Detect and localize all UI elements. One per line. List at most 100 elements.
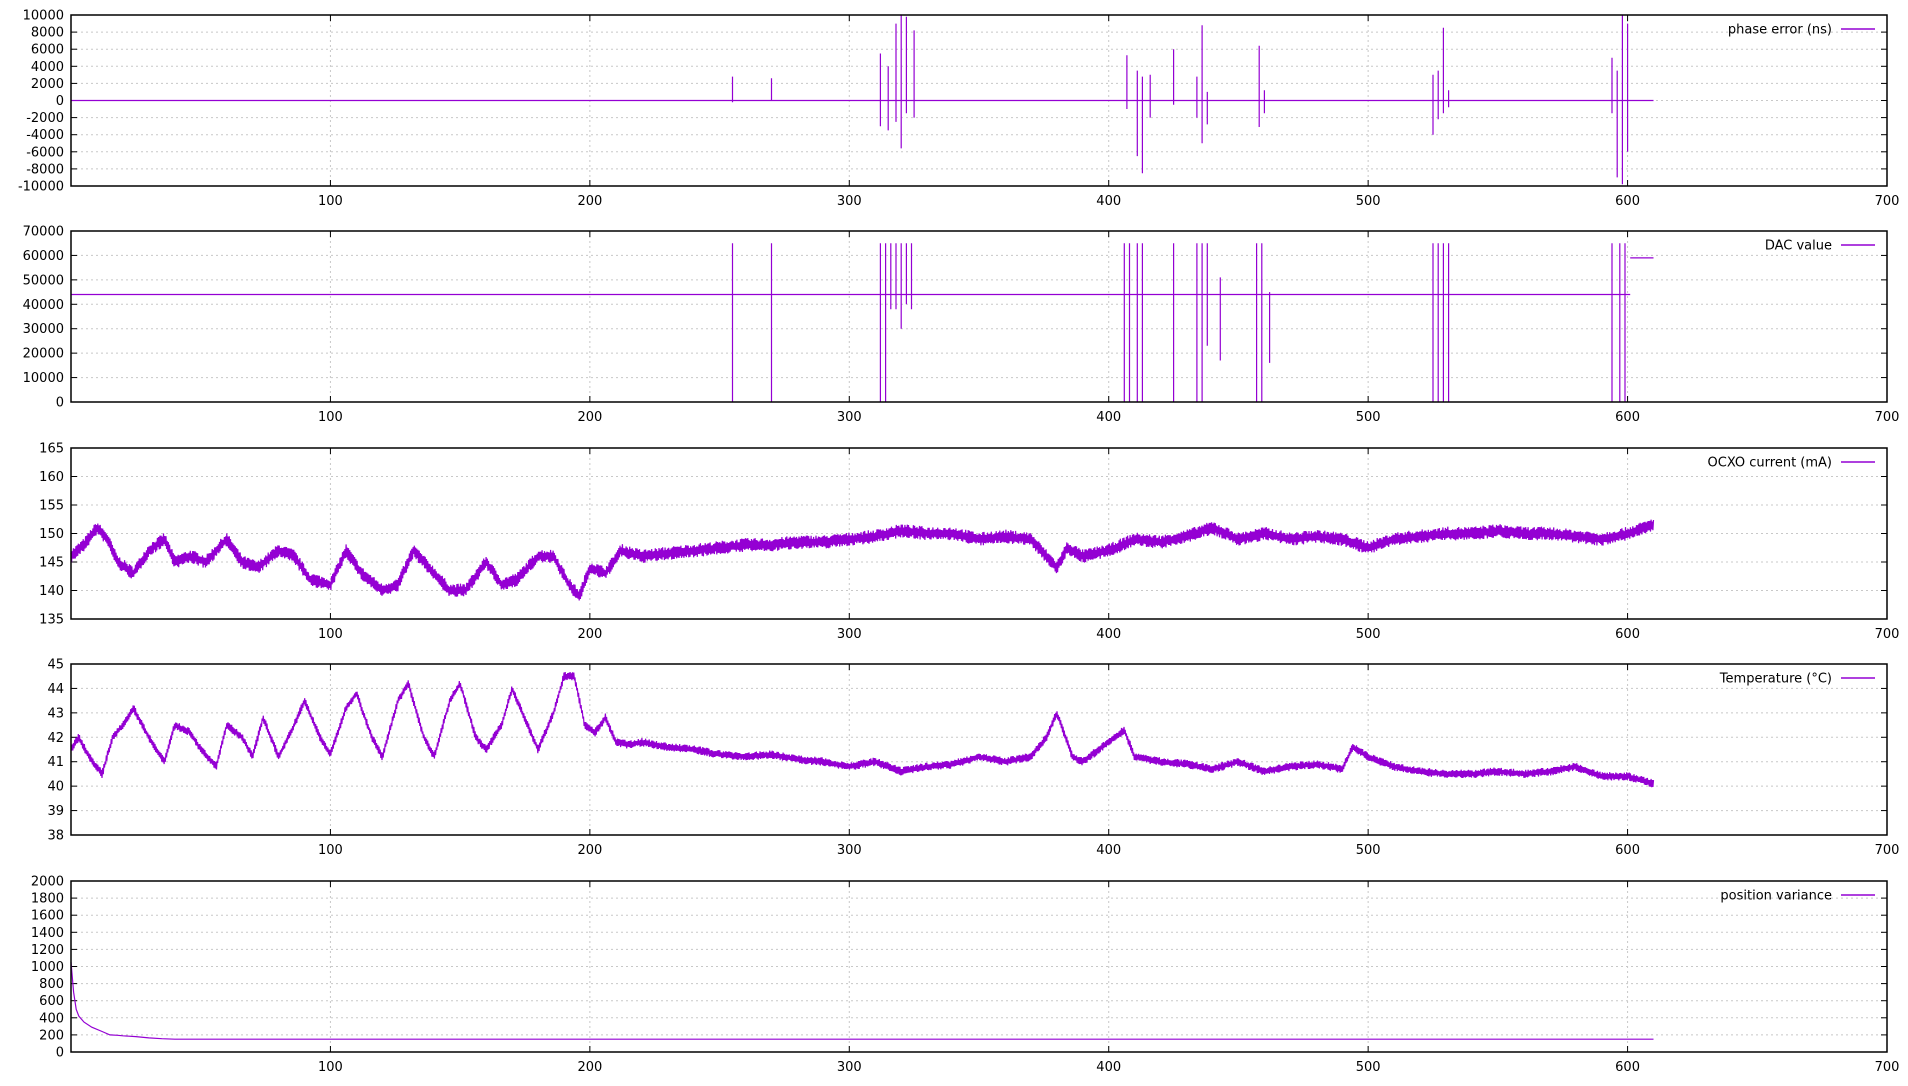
y-tick-label: 30000 [23,322,64,337]
y-tick-label: 150 [39,527,64,542]
y-tick-label: 40000 [23,298,64,313]
y-tick-label: 0 [56,94,64,109]
y-tick-label: 800 [39,977,64,992]
legend-label: OCXO current (mA) [1708,456,1832,471]
y-tick-label: 60000 [23,249,64,264]
x-tick-label: 700 [1875,843,1900,858]
plot-frame [70,447,1888,620]
y-tick-label: -6000 [26,145,64,160]
series-line [70,671,1655,788]
y-tick-label: 1200 [31,943,64,958]
y-tick-label: -10000 [18,180,64,195]
legend-label: DAC value [1765,239,1832,254]
chart-panel-3: 100 200 300 400 500 600 700 165 160 155 150 145 140 1… [39,442,1899,643]
y-tick-label: 140 [39,584,64,599]
y-tick-label: 10000 [23,9,64,24]
x-tick-label: 200 [577,1060,602,1075]
y-tick-label: 0 [56,1046,64,1061]
y-tick-label: 200 [39,1028,64,1043]
y-tick-label: -8000 [26,162,64,177]
y-tick-label: 70000 [23,225,64,240]
y-tick-label: 45 [47,658,64,673]
y-tick-label: 42 [47,731,64,746]
x-tick-label: 200 [577,410,602,425]
x-tick-label: 600 [1615,194,1640,209]
y-tick-label: 6000 [31,43,64,58]
x-tick-label: 300 [837,194,862,209]
x-tick-label: 100 [318,843,343,858]
chart-panel-5: 100 200 300 400 500 600 7002000180016001400120… [31,875,1900,1076]
x-tick-label: 600 [1615,843,1640,858]
y-tick-label: -4000 [26,128,64,143]
x-tick-label: 700 [1875,1060,1900,1075]
x-tick-label: 700 [1875,194,1900,209]
x-tick-label: 400 [1096,194,1121,209]
y-tick-label: 165 [39,442,64,457]
plot-frame [70,230,1888,403]
x-tick-label: 100 [318,1060,343,1075]
chart-panel-2: 100 200 300 400 500 600 700 70000 60000 50000 4000… [23,225,1900,426]
series-line [70,519,1655,601]
x-tick-label: 400 [1096,410,1121,425]
x-tick-label: 500 [1356,843,1381,858]
x-tick-label: 200 [577,627,602,642]
plot-frame [70,880,1888,1053]
x-tick-label: 600 [1615,627,1640,642]
y-tick-label: -2000 [26,111,64,126]
y-tick-label: 43 [47,706,64,721]
y-tick-label: 40 [47,780,64,795]
chart-panel-4: 100 200 300 400 500 600 700 45 44 43 42 41 40 39 38 Tem… [47,658,1899,859]
y-tick-label: 1400 [31,926,64,941]
plot-frame [70,14,1888,187]
x-tick-label: 700 [1875,410,1900,425]
plot-frame [70,663,1888,836]
x-tick-label: 200 [577,843,602,858]
chart-panel-1: 100 200 300 400 500 600 700 10000 8000 6000 4000 20… [18,9,1899,210]
x-tick-label: 600 [1615,410,1640,425]
y-tick-label: 160 [39,470,64,485]
y-tick-label: 44 [47,682,64,697]
x-tick-label: 300 [837,410,862,425]
y-tick-label: 2000 [31,77,64,92]
y-tick-label: 1600 [31,909,64,924]
x-tick-label: 100 [318,410,343,425]
x-tick-label: 500 [1356,1060,1381,1075]
legend-label: Temperature (°C) [1719,672,1832,687]
x-tick-label: 500 [1356,410,1381,425]
x-tick-label: 300 [837,1060,862,1075]
legend-label: phase error (ns) [1728,23,1832,38]
x-tick-label: 500 [1356,627,1381,642]
x-tick-label: 100 [318,627,343,642]
y-tick-label: 20000 [23,347,64,362]
y-tick-label: 38 [47,829,64,844]
series-line [71,243,1654,402]
y-tick-label: 4000 [31,60,64,75]
y-tick-label: 135 [39,613,64,628]
x-tick-label: 200 [577,194,602,209]
series-line [70,962,1654,1040]
y-tick-label: 145 [39,556,64,571]
y-tick-label: 400 [39,1011,64,1026]
y-tick-label: 50000 [23,273,64,288]
y-tick-label: 1000 [31,960,64,975]
y-tick-label: 600 [39,994,64,1009]
x-tick-label: 500 [1356,194,1381,209]
x-tick-label: 600 [1615,1060,1640,1075]
x-tick-label: 400 [1096,627,1121,642]
y-tick-label: 2000 [31,875,64,890]
x-tick-label: 300 [837,627,862,642]
y-tick-label: 0 [56,396,64,411]
x-tick-label: 700 [1875,627,1900,642]
y-tick-label: 10000 [23,371,64,386]
y-tick-label: 41 [47,755,64,770]
x-tick-label: 300 [837,843,862,858]
y-tick-label: 155 [39,499,64,514]
y-tick-label: 1800 [31,892,64,907]
x-tick-label: 100 [318,194,343,209]
y-tick-label: 39 [47,804,64,819]
y-tick-label: 8000 [31,26,64,41]
x-tick-label: 400 [1096,843,1121,858]
legend-label: position variance [1720,889,1832,904]
